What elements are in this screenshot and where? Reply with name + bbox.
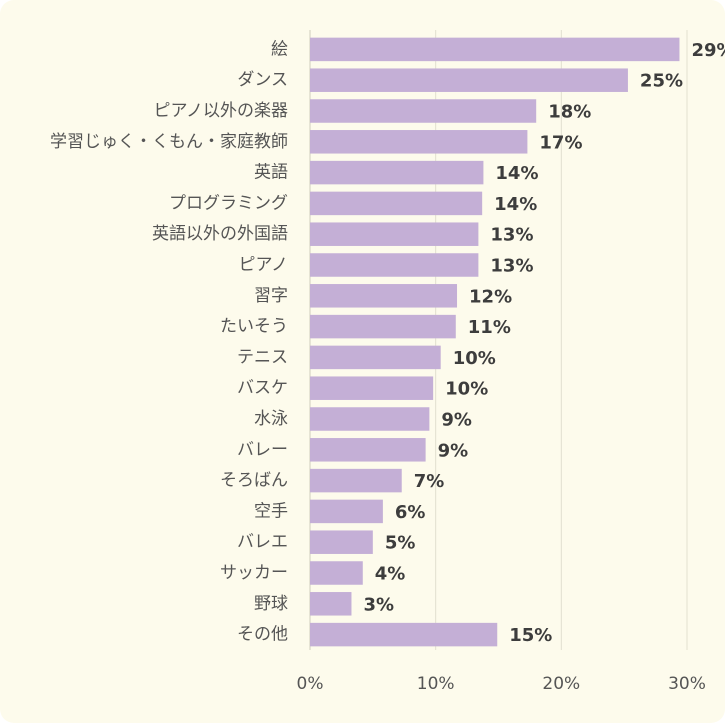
bar (310, 191, 483, 216)
bar (310, 160, 484, 185)
category-label: ダンス (237, 70, 288, 90)
category-label: ピアノ (239, 255, 288, 275)
category-label: 学習じゅく・くもん・家庭教師 (50, 132, 288, 152)
data-label: 13% (490, 256, 533, 277)
data-label: 12% (469, 286, 512, 307)
data-label: 3% (363, 594, 394, 615)
category-label: バスケ (237, 378, 288, 398)
data-label: 9% (438, 440, 469, 461)
bar (310, 345, 441, 370)
category-label: バレー (237, 440, 288, 460)
data-label: 29% (691, 40, 725, 61)
data-label: 14% (495, 163, 538, 184)
category-label: サッカー (220, 563, 288, 583)
bar (310, 468, 402, 493)
category-label: 英語 (254, 163, 288, 183)
bar (310, 314, 456, 339)
category-label: 絵 (271, 39, 288, 59)
bar (310, 99, 537, 123)
bar (310, 499, 383, 524)
bar (310, 622, 498, 647)
data-label: 25% (640, 71, 683, 92)
bar (310, 130, 528, 154)
data-label: 10% (453, 348, 496, 369)
category-label: 野球 (254, 594, 288, 614)
bar (310, 561, 363, 585)
x-tick-label: 10% (417, 674, 455, 694)
bar (310, 530, 373, 554)
bar (310, 68, 628, 92)
data-label: 6% (395, 502, 426, 523)
bar (310, 284, 458, 308)
category-label: そろばん (220, 471, 288, 491)
bar (310, 592, 352, 616)
data-label: 11% (468, 317, 511, 338)
category-label: 英語以外の外国語 (152, 224, 288, 244)
data-label: 10% (445, 379, 488, 400)
category-label: 習字 (254, 286, 288, 306)
category-label: プログラミング (169, 193, 288, 213)
category-label: その他 (237, 625, 288, 645)
bar (310, 407, 430, 431)
data-label: 13% (490, 225, 533, 246)
data-label: 5% (385, 533, 416, 554)
data-label: 15% (509, 625, 552, 646)
bar (310, 376, 434, 400)
data-label: 14% (494, 194, 537, 215)
data-label: 17% (539, 132, 582, 153)
x-tick-label: 0% (297, 674, 324, 694)
x-tick-label: 20% (542, 674, 580, 694)
category-label: テニス (237, 347, 288, 367)
bar (310, 438, 426, 462)
bar (310, 253, 479, 277)
bar (310, 222, 479, 246)
category-label: 空手 (254, 501, 288, 521)
category-label: バレエ (237, 532, 288, 552)
data-label: 18% (548, 102, 591, 123)
x-tick-label: 30% (668, 674, 706, 694)
category-label: たいそう (220, 317, 288, 337)
bar (310, 37, 680, 62)
category-label: 水泳 (254, 409, 288, 429)
data-label: 4% (375, 564, 406, 585)
category-label: ピアノ以外の楽器 (154, 101, 288, 121)
data-label: 9% (441, 410, 472, 431)
data-label: 7% (414, 471, 445, 492)
